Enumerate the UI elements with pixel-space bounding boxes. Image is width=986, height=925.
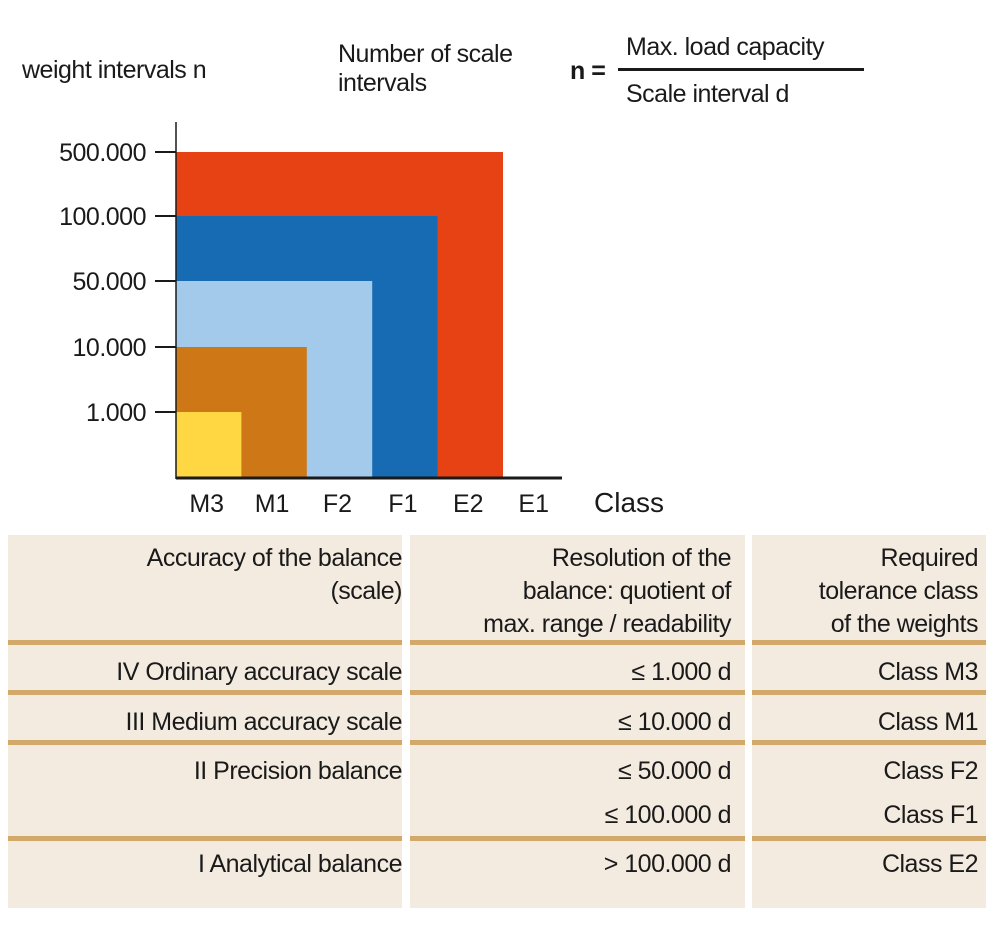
row-divider (752, 740, 986, 745)
resolution-cell: > 100.000 d (603, 850, 732, 878)
x-tick-label: F1 (388, 490, 417, 518)
formula-lhs: n = (570, 57, 606, 85)
class-cell: Class M1 (877, 708, 979, 736)
accuracy-cell: II Precision balance (193, 757, 403, 785)
bar-m3 (176, 412, 242, 477)
resolution-cell: ≤ 1.000 d (631, 658, 731, 686)
resolution-cell: ≤ 50.000 d (618, 757, 731, 785)
row-divider (8, 740, 402, 745)
table-column (752, 535, 986, 908)
row-divider (410, 836, 745, 841)
resolution-cell: ≤ 100.000 d (604, 801, 732, 829)
x-tick-label: M1 (255, 490, 290, 518)
column-header: Resolution of the (551, 544, 732, 572)
column-header: Required (880, 544, 979, 572)
y-tick-label: 1.000 (86, 399, 146, 427)
y-tick-label: 500.000 (59, 139, 146, 167)
x-axis-label: Class (594, 487, 664, 518)
resolution-cell: ≤ 10.000 d (618, 708, 731, 736)
formula-numerator: Max. load capacity (626, 33, 825, 61)
row-divider (752, 640, 986, 645)
class-cell: Class M3 (877, 658, 979, 686)
accuracy-cell: III Medium accuracy scale (125, 708, 403, 736)
row-divider (410, 740, 745, 745)
row-divider (410, 640, 745, 645)
row-divider (752, 690, 986, 695)
column-header: tolerance class (818, 577, 979, 605)
x-tick-label: F2 (323, 490, 352, 518)
y-tick-label: 50.000 (73, 268, 146, 296)
chart-title: Number of scale intervals (338, 40, 513, 97)
formula-denominator: Scale interval d (626, 80, 789, 108)
accuracy-cell: IV Ordinary accuracy scale (116, 658, 402, 686)
y-tick-label: 10.000 (73, 334, 146, 362)
x-tick-label: M3 (189, 490, 224, 518)
y-axis-label: weight intervals n (22, 56, 207, 84)
fraction-bar (618, 68, 864, 71)
row-divider (8, 640, 402, 645)
column-header: (scale) (330, 577, 402, 605)
x-tick-label: E2 (453, 490, 484, 518)
row-divider (8, 690, 402, 695)
class-cell: Class F2 (883, 757, 978, 785)
class-cell: Class E2 (881, 850, 979, 878)
accuracy-cell: I Analytical balance (197, 850, 403, 878)
row-divider (410, 690, 745, 695)
table-column (8, 535, 402, 908)
row-divider (752, 836, 986, 841)
column-header: balance: quotient of (522, 577, 732, 605)
table-column (410, 535, 745, 908)
class-cell: Class F1 (883, 801, 978, 829)
column-header: of the weights (830, 610, 979, 638)
column-header: max. range / readability (483, 610, 731, 638)
y-tick-label: 100.000 (59, 203, 146, 231)
column-header: Accuracy of the balance (146, 544, 403, 572)
x-tick-label: E1 (518, 490, 549, 518)
row-divider (8, 836, 402, 841)
chart: 500.000 100.000 50.000 10.000 1.000 M3 M1 F2 F1 E… (59, 122, 664, 518)
